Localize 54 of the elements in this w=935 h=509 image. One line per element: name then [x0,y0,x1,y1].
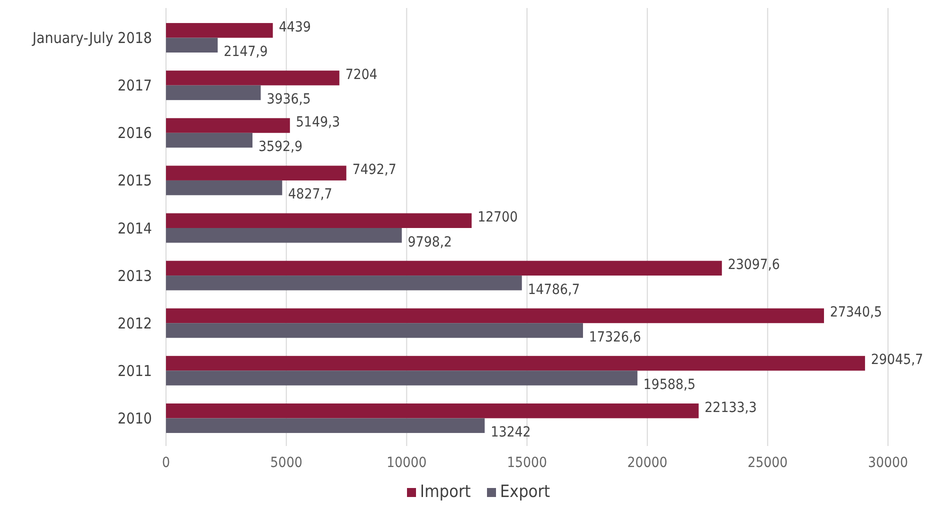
x-tick-label: 5000 [270,454,302,471]
y-tick-label: 2012 [118,314,152,332]
y-tick-label: 2017 [118,76,152,95]
legend-label: Export [500,482,550,502]
bar [166,403,699,418]
data-label: 3592,9 [258,139,303,156]
bar [166,85,261,100]
data-label: 19588,5 [643,376,696,393]
data-label: 5149,3 [296,114,340,130]
x-tick-label: 30000 [868,454,908,471]
data-label: 27340,5 [830,304,882,321]
x-tick-label: 20000 [627,454,668,471]
data-label: 7492,7 [352,162,396,178]
data-label: 7204 [345,66,378,83]
bar [166,132,252,148]
bar [166,228,402,243]
bar [166,23,273,38]
x-tick-label: 0 [162,454,170,471]
bar [166,356,866,371]
data-label: 12700 [478,210,518,226]
y-tick-label: 2010 [118,409,152,428]
x-tick-label: 15000 [506,454,548,471]
data-label: 2147,9 [224,44,268,60]
bar [166,370,638,386]
data-label: 17326,6 [588,329,642,346]
data-label: 14786,7 [528,282,580,298]
bar [166,323,583,338]
data-label: 4439 [278,19,311,36]
data-label: 4827,7 [288,186,332,203]
data-label: 23097,6 [728,257,780,274]
y-tick-label: 2011 [118,362,152,380]
data-label: 13242 [490,424,531,440]
x-tick-label: 25000 [748,454,788,471]
bar [166,70,340,86]
bar [166,276,522,290]
y-tick-label: 2015 [118,172,152,190]
bar [166,38,218,53]
bar [166,118,290,133]
data-label: 29045,7 [871,352,924,368]
data-label: 22133,3 [704,400,757,416]
y-tick-label: 2016 [118,124,152,142]
x-tick-label: 10000 [386,454,427,471]
y-tick-label: January-July 2018 [32,29,152,48]
bar [166,260,722,276]
bar [166,418,485,433]
bar [166,308,824,324]
bar [166,213,472,228]
y-tick-label: 2014 [118,219,152,238]
data-label: 9798,2 [408,234,452,250]
legend-label: Import [420,482,471,502]
y-tick-label: 2013 [118,266,152,285]
data-label: 3936,5 [266,92,311,108]
bar [166,180,282,196]
bar [166,166,346,180]
